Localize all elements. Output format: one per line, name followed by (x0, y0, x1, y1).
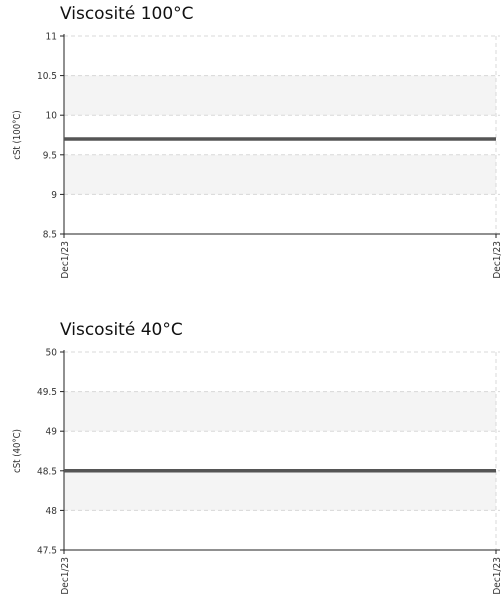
x-tick-label: Dec1/23 (60, 241, 71, 279)
y-tick-label: 9 (51, 190, 57, 201)
shaded-band (64, 75, 496, 116)
y-tick-label: 49 (46, 427, 58, 438)
chart-viscosity-100: Viscosité 100°C 8.5 9 9.5 10 10.5 11 Dec1/23 De… (0, 0, 501, 300)
chart-svg: 8.5 9 9.5 10 10.5 11 Dec1/23 Dec1/23 cSt (100°C) (12, 32, 501, 279)
y-tick-label: 48.5 (37, 466, 57, 477)
y-tick-label: 10.5 (37, 71, 57, 82)
shaded-band (64, 391, 496, 432)
chart-svg: 47.5 48 48.5 49 49.5 50 Dec1/23 Dec1/23 cSt (40°… (12, 348, 501, 595)
y-tick-label: 47.5 (37, 546, 57, 557)
x-tick-label: Dec1/23 (492, 557, 501, 595)
y-axis-title: cSt (40°C) (12, 429, 23, 473)
chart-viscosity-40: Viscosité 40°C 47.5 48 48.5 49 49.5 50 Dec1/23… (0, 317, 501, 607)
y-tick-label: 8.5 (43, 230, 57, 241)
y-tick-label: 49.5 (37, 387, 57, 398)
shaded-band (64, 154, 496, 195)
shaded-band (64, 470, 496, 511)
y-tick-label: 10 (46, 111, 58, 122)
y-tick-label: 48 (46, 506, 58, 517)
chart-title: Viscosité 100°C (60, 4, 194, 24)
chart-title: Viscosité 40°C (60, 320, 183, 340)
x-tick-label: Dec1/23 (492, 241, 501, 279)
y-tick-label: 11 (46, 32, 57, 43)
x-tick-label: Dec1/23 (60, 557, 71, 595)
y-tick-label: 50 (46, 348, 58, 359)
y-tick-label: 9.5 (43, 150, 57, 161)
y-axis-title: cSt (100°C) (12, 110, 23, 159)
